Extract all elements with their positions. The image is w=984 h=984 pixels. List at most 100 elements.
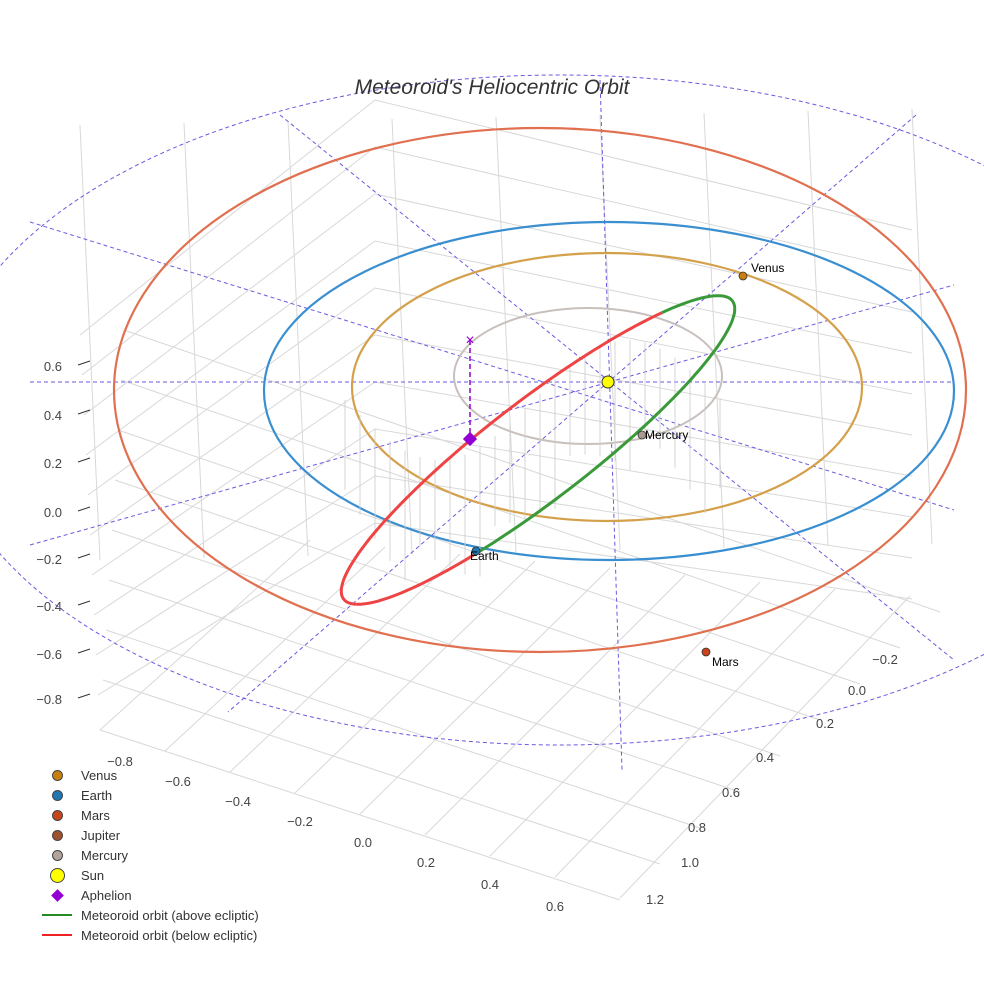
legend-swatch-icon xyxy=(38,888,76,902)
grid-line xyxy=(99,539,311,731)
mercury-marker xyxy=(637,430,647,440)
grid-line xyxy=(83,193,376,416)
y-tick-label: 1.2 xyxy=(646,892,664,907)
grid-line xyxy=(120,379,901,649)
grid-line xyxy=(374,287,913,395)
legend-label: Jupiter xyxy=(81,827,121,843)
legend-label: Meteoroid orbit (above ecliptic) xyxy=(81,907,259,923)
grid-line xyxy=(93,428,376,616)
y-tick-label: −0.2 xyxy=(872,652,898,667)
legend-item-meteoroid-orbit-above-ecliptic-[interactable]: Meteoroid orbit (above ecliptic) xyxy=(38,905,259,925)
jupiter-orbit xyxy=(0,74,984,746)
z-tick xyxy=(77,506,91,512)
z-tick-label: 0.4 xyxy=(44,408,62,423)
x-tick-label: 0.6 xyxy=(546,899,564,914)
grid-line xyxy=(91,381,376,576)
legend-item-mercury[interactable]: Mercury xyxy=(38,845,259,865)
y-tick-label: 0.2 xyxy=(816,716,834,731)
legend-swatch-icon xyxy=(38,769,76,781)
grid-line xyxy=(374,334,913,436)
grid-line xyxy=(87,287,376,496)
mercury-label: Mercury xyxy=(645,428,688,442)
grid-line xyxy=(95,475,376,656)
orbit-mercury xyxy=(453,307,723,445)
grid-line xyxy=(294,560,536,794)
legend-item-aphelion[interactable]: Aphelion xyxy=(38,885,259,905)
grid-line xyxy=(374,475,913,559)
legend-item-jupiter[interactable]: Jupiter xyxy=(38,825,259,845)
z-tick-label: −0.6 xyxy=(36,647,62,662)
legend-item-earth[interactable]: Earth xyxy=(38,785,259,805)
grid-line xyxy=(229,553,461,773)
legend-label: Aphelion xyxy=(81,887,132,903)
grid-line xyxy=(374,99,913,231)
aphelion-marker xyxy=(462,431,478,447)
mars-label: Mars xyxy=(712,655,739,669)
grid-line xyxy=(79,99,376,336)
sun-marker xyxy=(601,375,615,389)
z-tick xyxy=(77,553,91,559)
legend-swatch-icon xyxy=(38,789,76,801)
grid-line xyxy=(108,579,741,793)
earth-label: Earth xyxy=(470,549,499,563)
earth-marker xyxy=(471,546,481,556)
legend-swatch-icon xyxy=(38,849,76,861)
grid-line xyxy=(105,629,701,829)
x-tick-label: −0.2 xyxy=(287,814,313,829)
grid-line xyxy=(287,120,309,557)
legend-item-meteoroid-orbit-below-ecliptic-[interactable]: Meteoroid orbit (below ecliptic) xyxy=(38,925,259,945)
mars-marker xyxy=(701,647,711,657)
grid-line xyxy=(703,112,725,549)
grid-line xyxy=(807,110,829,547)
meteoroid-orbit-below xyxy=(339,311,663,606)
x-tick-label: −0.6 xyxy=(165,774,191,789)
ecliptic-reference-line xyxy=(227,114,917,713)
grid-line xyxy=(391,118,413,555)
grid-line xyxy=(489,581,761,857)
grid-line xyxy=(911,108,933,545)
meteoroid-orbit-above xyxy=(472,294,737,557)
z-tick xyxy=(77,648,91,654)
z-tick-label: −0.8 xyxy=(36,692,62,707)
grid-line xyxy=(374,193,913,313)
grid-line xyxy=(117,429,861,685)
legend-label: Meteoroid orbit (below ecliptic) xyxy=(81,927,258,943)
grid-line xyxy=(79,124,101,561)
legend-item-venus[interactable]: Venus xyxy=(38,765,259,785)
x-tick-label: 0.4 xyxy=(481,877,499,892)
orbit-venus xyxy=(350,251,864,523)
grid-line xyxy=(114,479,821,721)
legend-label: Mars xyxy=(81,807,110,823)
legend-label: Earth xyxy=(81,787,113,803)
grid-line xyxy=(111,529,781,757)
orbit-mars xyxy=(112,126,968,654)
grid-line xyxy=(85,240,376,456)
legend-swatch-icon xyxy=(38,934,76,936)
grid-line xyxy=(97,522,376,696)
grid-line xyxy=(554,588,836,878)
z-tick-label: 0.2 xyxy=(44,456,62,471)
grid-line xyxy=(359,567,611,815)
grid-line xyxy=(99,729,621,901)
grid-line xyxy=(81,146,376,376)
ecliptic-reference-line xyxy=(279,114,955,661)
z-tick-label: 0.6 xyxy=(44,359,62,374)
grid-line xyxy=(374,381,913,477)
legend-item-sun[interactable]: Sun xyxy=(38,865,259,885)
venus-marker xyxy=(738,271,748,281)
legend-label: Sun xyxy=(81,867,105,883)
x-tick-label: −0.8 xyxy=(107,754,133,769)
chart-title: Meteoroid's Heliocentric Orbit xyxy=(354,76,630,99)
legend: Venus Earth Mars Jupiter Mercury Sun Aphelion M… xyxy=(38,765,259,945)
legend-swatch-icon xyxy=(38,809,76,821)
grid-line xyxy=(164,546,386,752)
legend-label: Venus xyxy=(81,767,118,783)
legend-swatch-icon xyxy=(38,914,76,916)
legend-item-mars[interactable]: Mars xyxy=(38,805,259,825)
z-tick-label: −0.2 xyxy=(36,552,62,567)
y-tick-label: 0.8 xyxy=(688,820,706,835)
venus-label: Venus xyxy=(751,261,784,275)
x-tick-label: −0.4 xyxy=(225,794,251,809)
